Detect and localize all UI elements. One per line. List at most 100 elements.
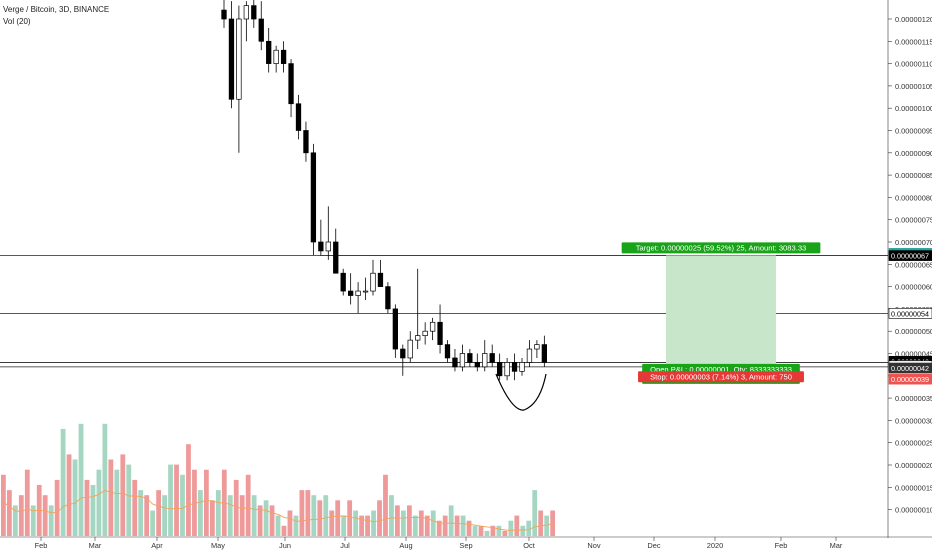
volume-bar [293, 515, 299, 536]
volume-bar [329, 510, 335, 536]
candle-body[interactable] [377, 272, 384, 287]
candle-body[interactable] [243, 5, 250, 20]
target-label-bg [621, 242, 821, 254]
candle-body[interactable] [221, 9, 227, 20]
candle-body[interactable] [541, 344, 547, 363]
candle-body[interactable] [333, 241, 339, 274]
candle-body[interactable] [452, 357, 458, 368]
volume-bar [371, 510, 376, 536]
volume-ma-line [3, 489, 553, 531]
volume-bar [251, 495, 257, 536]
volume-bar [162, 495, 167, 536]
price-badge [888, 308, 932, 319]
candle-body[interactable] [340, 272, 346, 292]
open-pnl-label: Open P&L: 0.00000001, Qty: 8333333333 [650, 365, 792, 374]
candle-body[interactable] [228, 18, 235, 100]
y-tick-label: 0.00000070 [895, 238, 932, 247]
candle-body[interactable] [407, 339, 413, 359]
candle-body[interactable] [437, 321, 443, 345]
volume-bar [227, 495, 233, 536]
volume-bar [18, 495, 24, 536]
volume-bar [132, 479, 138, 536]
volume-bar [323, 495, 329, 536]
x-tick-label: Jun [279, 541, 291, 550]
volume-bar [203, 469, 209, 536]
x-tick-label: Aug [399, 541, 412, 550]
target-label: Target: 0.00000025 (59.52%) 25, Amount: … [636, 243, 807, 252]
x-tick-label: Mar [830, 541, 843, 550]
candle-body[interactable] [251, 5, 257, 20]
volume-bar [102, 423, 108, 536]
volume-bar [460, 515, 466, 536]
volume-bar [198, 490, 203, 536]
candle-body[interactable] [258, 18, 264, 42]
volume-bar [395, 505, 400, 536]
candle-body[interactable] [392, 308, 398, 350]
y-tick-label: 0.00000065 [895, 260, 932, 269]
y-tick-label: 0.00000050 [895, 327, 932, 336]
candle-body[interactable] [422, 330, 428, 337]
candle-body[interactable] [266, 40, 272, 64]
volume-bar [186, 444, 191, 536]
volume-bar [299, 490, 305, 536]
candle-body[interactable] [318, 241, 324, 252]
stop-label-bg [638, 371, 804, 383]
candle-body[interactable] [511, 362, 518, 372]
volume-bar [72, 459, 78, 536]
y-tick-label: 0.00000080 [895, 193, 932, 202]
volume-bar [377, 500, 382, 536]
volume-bar [287, 510, 293, 536]
volume-bar [96, 469, 102, 536]
volume-bar [496, 525, 502, 536]
volume-bar [478, 525, 484, 536]
candle-body[interactable] [444, 344, 451, 359]
price-badge-label: 0.00000042 [891, 364, 929, 373]
candle-body[interactable] [303, 130, 309, 154]
volume-bar [341, 515, 347, 536]
candle-body[interactable] [310, 152, 317, 243]
candle-body[interactable] [325, 241, 331, 252]
candle-body[interactable] [497, 362, 503, 377]
target-zone[interactable] [666, 255, 776, 367]
candle-body[interactable] [280, 49, 287, 64]
candle-body[interactable] [534, 344, 540, 350]
candle-body[interactable] [474, 362, 480, 368]
y-tick-label: 0.00000075 [895, 216, 932, 225]
volume-bar [215, 490, 221, 536]
candle-body[interactable] [236, 18, 242, 100]
candle-body[interactable] [526, 348, 533, 363]
chart-title: Verge / Bitcoin, 3D, BINANCE [3, 5, 110, 14]
candle-body[interactable] [519, 362, 525, 372]
candle-body[interactable] [370, 272, 376, 292]
candle-body[interactable] [415, 335, 421, 341]
x-tick-label: Jul [340, 541, 350, 550]
candle-body[interactable] [459, 353, 466, 368]
candle-body[interactable] [295, 103, 302, 131]
volume-bar [538, 510, 544, 536]
candle-body[interactable] [355, 290, 361, 296]
volume-bar [239, 495, 245, 536]
price-badge [888, 250, 932, 261]
candle-body[interactable] [385, 286, 391, 310]
volume-bar [353, 510, 359, 536]
y-tick-label: 0.00000015 [895, 483, 932, 492]
candle-body[interactable] [273, 49, 279, 64]
candle-body[interactable] [429, 321, 436, 332]
candle-body[interactable] [400, 348, 406, 359]
candle-body[interactable] [467, 353, 473, 363]
candle-body[interactable] [348, 290, 354, 296]
candle-body[interactable] [482, 353, 488, 368]
price-badge-label: 0.00000067 [891, 252, 929, 261]
candle-body[interactable] [362, 290, 369, 293]
candle-body[interactable] [489, 353, 495, 363]
x-tick-label: Mar [89, 541, 102, 550]
rounded-bottom-drawing[interactable] [495, 373, 547, 411]
x-tick-label: Apr [151, 541, 163, 550]
volume-bar [347, 500, 353, 536]
candle-body[interactable] [288, 63, 294, 105]
candle-body[interactable] [504, 362, 510, 377]
volume-bar [532, 490, 538, 536]
volume-bar [520, 525, 526, 536]
volume-bar [490, 525, 496, 536]
